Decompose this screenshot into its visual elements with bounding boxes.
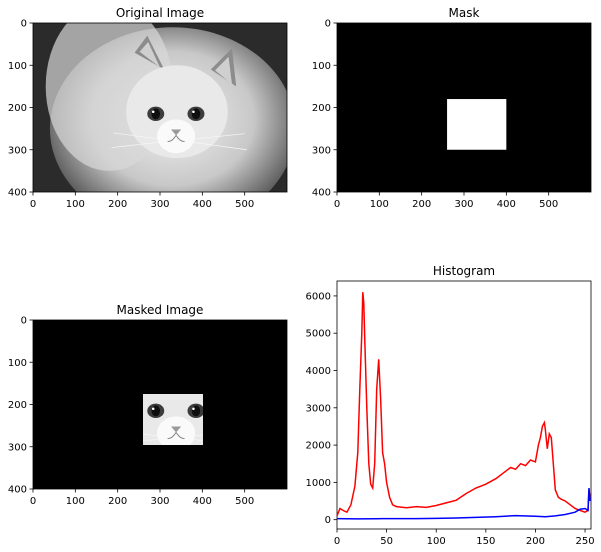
masked-title: Masked Image bbox=[117, 303, 204, 317]
histogram-x-tick-label: 250 bbox=[576, 536, 595, 547]
masked-y-tick-label: 100 bbox=[8, 358, 27, 369]
histogram-series-0-line bbox=[336, 292, 591, 517]
masked-y-tick-label: 200 bbox=[8, 400, 27, 411]
masked-y-tick-label: 400 bbox=[8, 485, 27, 496]
panel-histogram: Histogram 0 50 100 150 200 250 0 1000 2000 3000 40… bbox=[306, 264, 595, 547]
mask-x-tick-label: 500 bbox=[539, 199, 558, 210]
panel-mask: Mask 0 100 200 300 400 500 0 100 200 300 400 bbox=[312, 6, 592, 210]
histogram-title: Histogram bbox=[433, 264, 495, 278]
histogram-x-tick-label: 100 bbox=[427, 536, 446, 547]
histogram-series-1-line bbox=[336, 487, 591, 520]
cat-image bbox=[33, 23, 287, 192]
original-y-tick-label: 100 bbox=[8, 61, 27, 72]
mask-y-tick-label: 200 bbox=[312, 103, 331, 114]
histogram-y-tick-label: 5000 bbox=[306, 329, 331, 340]
histogram-x-tick-label: 0 bbox=[334, 536, 340, 547]
masked-y-tick-label: 0 bbox=[21, 316, 27, 327]
original-image-axes: 0 100 200 300 400 500 0 100 200 300 400 bbox=[8, 19, 288, 210]
histogram-y-tick-label: 2000 bbox=[306, 441, 331, 452]
masked-x-tick-label: 0 bbox=[30, 496, 36, 507]
histogram-plot bbox=[336, 292, 591, 520]
histogram-y-tick-label: 1000 bbox=[306, 478, 331, 489]
histogram-x-tick-label: 200 bbox=[526, 536, 545, 547]
mask-title: Mask bbox=[449, 6, 480, 20]
original-y-tick-label: 300 bbox=[8, 145, 27, 156]
original-title: Original Image bbox=[116, 6, 204, 20]
masked-x-tick-label: 100 bbox=[66, 496, 85, 507]
histogram-y-tick-label: 0 bbox=[325, 515, 331, 526]
panel-original-image: Original Image 0 100 200 300 400 500 0 100 200 30… bbox=[8, 6, 288, 210]
histogram-y-tick-label: 6000 bbox=[306, 291, 331, 302]
masked-image-axes: 0 100 200 300 400 500 0 100 200 300 400 bbox=[8, 316, 288, 507]
masked-x-tick-label: 200 bbox=[108, 496, 127, 507]
histogram-y-tick-label: 4000 bbox=[306, 366, 331, 377]
mask-x-tick-label: 300 bbox=[454, 199, 473, 210]
mask-y-tick-label: 400 bbox=[312, 188, 331, 199]
masked-x-tick-label: 400 bbox=[193, 496, 212, 507]
mask-y-tick-label: 0 bbox=[325, 19, 331, 30]
histogram-axes: 0 50 100 150 200 250 0 1000 2000 3000 4000 5000 6000 bbox=[306, 291, 595, 547]
mask-white-rectangle bbox=[447, 99, 507, 150]
original-x-tick-label: 400 bbox=[193, 199, 212, 210]
original-y-tick-label: 200 bbox=[8, 103, 27, 114]
histogram-y-tick-label: 3000 bbox=[306, 403, 331, 414]
histogram-x-tick-label: 150 bbox=[476, 536, 495, 547]
masked-y-tick-label: 300 bbox=[8, 442, 27, 453]
original-y-tick-label: 400 bbox=[8, 188, 27, 199]
masked-x-tick-label: 500 bbox=[235, 496, 254, 507]
mask-y-tick-label: 300 bbox=[312, 145, 331, 156]
mask-x-tick-label: 100 bbox=[370, 199, 389, 210]
mask-y-tick-label: 100 bbox=[312, 61, 331, 72]
mask-x-tick-label: 400 bbox=[497, 199, 516, 210]
histogram-frame bbox=[336, 280, 592, 530]
original-x-tick-label: 500 bbox=[235, 199, 254, 210]
original-x-tick-label: 300 bbox=[150, 199, 169, 210]
original-x-tick-label: 0 bbox=[30, 199, 36, 210]
original-x-tick-label: 100 bbox=[66, 199, 85, 210]
panel-masked-image: Masked Image 0 100 200 300 400 500 0 100 200 300 4… bbox=[8, 303, 288, 507]
histogram-x-tick-label: 50 bbox=[380, 536, 393, 547]
mask-axes: 0 100 200 300 400 500 0 100 200 300 400 bbox=[312, 19, 592, 210]
original-y-tick-label: 0 bbox=[21, 19, 27, 30]
masked-x-tick-label: 300 bbox=[150, 496, 169, 507]
mask-x-tick-label: 0 bbox=[334, 199, 340, 210]
original-x-tick-label: 200 bbox=[108, 199, 127, 210]
mask-x-tick-label: 200 bbox=[412, 199, 431, 210]
